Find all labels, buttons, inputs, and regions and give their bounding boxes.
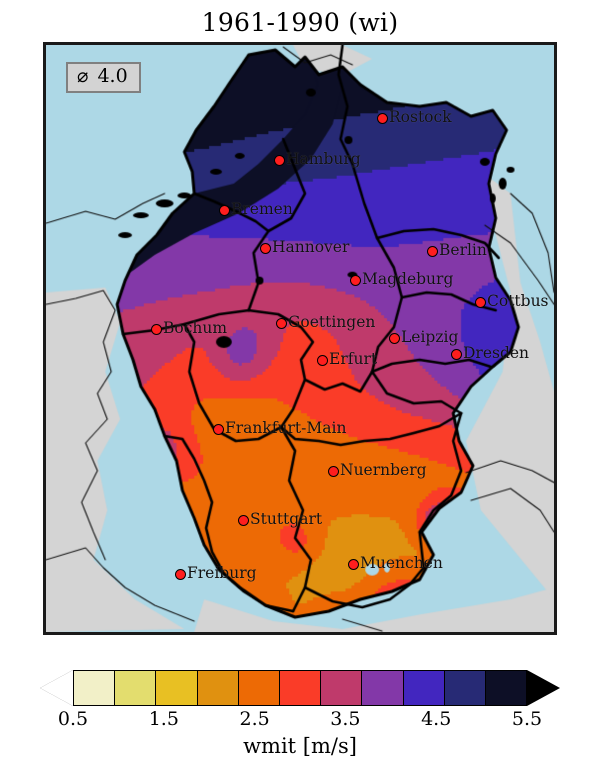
colorbar-segment-8	[403, 671, 445, 705]
wind-speed-contour-map	[46, 45, 554, 632]
city-dot-icon	[389, 333, 400, 344]
city-dot-icon	[213, 424, 224, 435]
city-dot-icon	[350, 275, 361, 286]
city-dot-icon	[377, 113, 388, 124]
city-dot-icon	[427, 246, 438, 257]
colorbar-tick-5: 5.5	[511, 708, 543, 730]
city-label: Bremen	[231, 200, 293, 218]
colorbar-tick-labels: 0.5 1.5 2.5 3.5 4.5 5.5	[0, 708, 600, 734]
colorbar-segment-4	[238, 671, 280, 705]
colorbar[interactable]	[73, 670, 527, 706]
city-dot-icon	[348, 559, 359, 570]
colorbar-segment-3	[197, 671, 239, 705]
colorbar-segment-1	[115, 671, 157, 705]
colorbar-tick-3: 3.5	[330, 708, 361, 730]
domain-average-value: 4.0	[97, 65, 128, 87]
colorbar-under-arrow	[40, 670, 73, 706]
city-label: Nuernberg	[340, 461, 427, 479]
colorbar-tick-2: 2.5	[239, 708, 270, 730]
colorbar-segment-9	[444, 671, 486, 705]
city-label: Dresden	[463, 344, 530, 362]
colorbar-over-arrow	[527, 670, 560, 706]
city-dot-icon	[328, 466, 339, 477]
colorbar-segment-5	[279, 671, 322, 705]
city-dot-icon	[175, 569, 186, 580]
city-dot-icon	[317, 355, 328, 366]
city-label: Bochum	[163, 319, 228, 337]
colorbar-tick-4: 4.5	[421, 708, 452, 730]
colorbar-axis-label: wmit [m/s]	[243, 734, 357, 758]
colorbar-segment-6	[321, 671, 363, 705]
page-title: 1961-1990 (wi)	[201, 8, 399, 37]
city-label: Berlin	[439, 241, 487, 259]
colorbar-segment-0	[74, 671, 116, 705]
city-dot-icon	[274, 155, 285, 166]
city-dot-icon	[451, 349, 462, 360]
colorbar-segment-7	[362, 671, 404, 705]
city-label: Magdeburg	[362, 270, 454, 288]
city-label: Hannover	[272, 238, 350, 256]
city-label: Stuttgart	[250, 510, 323, 528]
city-label: Leipzig	[401, 328, 459, 346]
city-dot-icon	[238, 515, 249, 526]
city-dot-icon	[475, 297, 486, 308]
city-label: Frankfurt-Main	[225, 419, 347, 437]
city-label: Freiburg	[187, 564, 257, 582]
city-label: Rostock	[389, 108, 452, 126]
diameter-icon: ⌀	[77, 65, 89, 87]
colorbar-segment-10	[485, 671, 527, 705]
colorbar-segment-2	[156, 671, 198, 705]
map-panel[interactable]: ⌀ 4.0 Rostock Hamburg Bremen Hannover Berlin…	[43, 42, 557, 635]
colorbar-tick-0: 0.5	[57, 708, 89, 730]
colorbar-section: 0.5 1.5 2.5 3.5 4.5 5.5 wmit [m/s]	[0, 662, 600, 780]
colorbar-tick-1: 1.5	[148, 708, 179, 730]
city-dot-icon	[276, 318, 287, 329]
city-dot-icon	[151, 324, 162, 335]
city-label: Goettingen	[288, 313, 376, 331]
city-dot-icon	[260, 243, 271, 254]
domain-average-badge: ⌀ 4.0	[66, 62, 141, 93]
city-label: Hamburg	[286, 150, 361, 168]
city-label: Cottbus	[487, 292, 549, 310]
city-label: Muenchen	[360, 554, 443, 572]
city-dot-icon	[219, 205, 230, 216]
city-label: Erfurt	[329, 350, 378, 368]
